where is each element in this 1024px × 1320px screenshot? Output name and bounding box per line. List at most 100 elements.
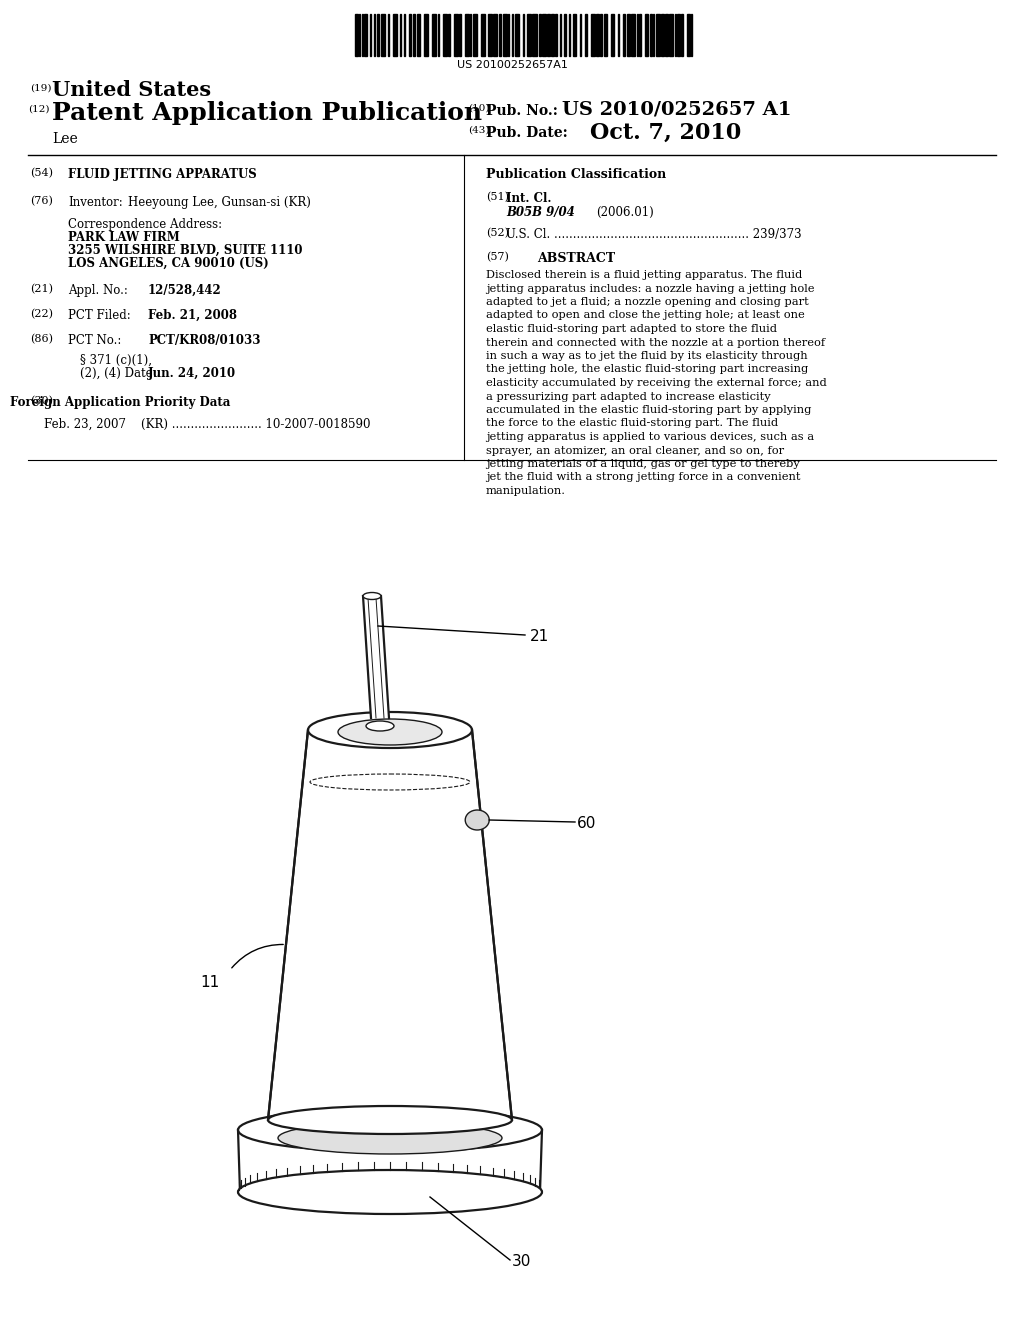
- Text: elasticity accumulated by receiving the external force; and: elasticity accumulated by receiving the …: [486, 378, 826, 388]
- Bar: [359, 15, 360, 55]
- Text: PCT Filed:: PCT Filed:: [68, 309, 131, 322]
- Bar: [473, 15, 477, 55]
- Bar: [460, 15, 461, 55]
- Text: B05B 9/04: B05B 9/04: [506, 206, 574, 219]
- Text: (54): (54): [30, 168, 53, 178]
- Text: (12): (12): [28, 106, 49, 114]
- Text: PCT No.:: PCT No.:: [68, 334, 122, 347]
- Bar: [361, 15, 364, 55]
- Bar: [540, 15, 541, 55]
- Text: in such a way as to jet the fluid by its elasticity through: in such a way as to jet the fluid by its…: [486, 351, 808, 360]
- Text: Appl. No.:: Appl. No.:: [68, 284, 128, 297]
- Text: Inventor:: Inventor:: [68, 195, 123, 209]
- Text: jet the fluid with a strong jetting force in a convenient: jet the fluid with a strong jetting forc…: [486, 473, 801, 483]
- Text: 11: 11: [200, 975, 219, 990]
- Bar: [650, 15, 651, 55]
- Text: LOS ANGELES, CA 90010 (US): LOS ANGELES, CA 90010 (US): [68, 257, 268, 271]
- Bar: [508, 15, 509, 55]
- Text: Correspondence Address:: Correspondence Address:: [68, 218, 222, 231]
- Bar: [377, 15, 379, 55]
- Bar: [604, 15, 607, 55]
- Text: Feb. 23, 2007    (KR) ........................ 10-2007-0018590: Feb. 23, 2007 (KR) .....................…: [44, 418, 371, 432]
- Text: the jetting hole, the elastic fluid-storing part increasing: the jetting hole, the elastic fluid-stor…: [486, 364, 808, 375]
- Text: manipulation.: manipulation.: [486, 486, 566, 496]
- Bar: [617, 15, 620, 55]
- Bar: [418, 15, 420, 55]
- Bar: [393, 15, 397, 55]
- Text: U.S. Cl. .................................................... 239/373: U.S. Cl. ...............................…: [506, 228, 802, 242]
- Text: Foreign Application Priority Data: Foreign Application Priority Data: [10, 396, 230, 409]
- Bar: [670, 15, 674, 55]
- Bar: [662, 15, 664, 55]
- Text: accumulated in the elastic fluid-storing part by applying: accumulated in the elastic fluid-storing…: [486, 405, 811, 414]
- Text: ABSTRACT: ABSTRACT: [537, 252, 615, 265]
- Bar: [691, 15, 692, 55]
- Bar: [586, 15, 587, 55]
- Text: jetting apparatus includes: a nozzle having a jetting hole: jetting apparatus includes: a nozzle hav…: [486, 284, 814, 293]
- Text: (22): (22): [30, 309, 53, 319]
- Text: elastic fluid-storing part adapted to store the fluid: elastic fluid-storing part adapted to st…: [486, 323, 777, 334]
- Polygon shape: [268, 730, 512, 1119]
- Bar: [532, 15, 537, 55]
- Text: (57): (57): [486, 252, 509, 263]
- Bar: [499, 15, 502, 55]
- Bar: [632, 15, 636, 55]
- Polygon shape: [362, 597, 389, 718]
- Text: adapted to jet a fluid; a nozzle opening and closing part: adapted to jet a fluid; a nozzle opening…: [486, 297, 809, 308]
- Bar: [563, 15, 566, 55]
- Text: (2), (4) Date:: (2), (4) Date:: [80, 367, 157, 380]
- Bar: [675, 15, 676, 55]
- Bar: [515, 15, 519, 55]
- Bar: [481, 15, 485, 55]
- Text: Feb. 21, 2008: Feb. 21, 2008: [148, 309, 237, 322]
- Bar: [687, 15, 689, 55]
- Ellipse shape: [366, 721, 394, 731]
- Text: adapted to open and close the jetting hole; at least one: adapted to open and close the jetting ho…: [486, 310, 805, 321]
- Bar: [470, 15, 471, 55]
- Text: Patent Application Publication: Patent Application Publication: [52, 102, 482, 125]
- Text: 12/528,442: 12/528,442: [148, 284, 222, 297]
- Bar: [487, 15, 492, 55]
- Bar: [424, 15, 428, 55]
- Bar: [443, 15, 447, 55]
- Text: (30): (30): [30, 396, 53, 407]
- Bar: [551, 15, 554, 55]
- Bar: [432, 15, 436, 55]
- Bar: [403, 15, 406, 55]
- Text: (51): (51): [486, 191, 509, 202]
- Text: (10): (10): [468, 104, 489, 114]
- Bar: [678, 15, 680, 55]
- Ellipse shape: [308, 711, 472, 748]
- Bar: [681, 15, 683, 55]
- Text: jetting materials of a liquid, gas or gel type to thereby: jetting materials of a liquid, gas or ge…: [486, 459, 800, 469]
- Bar: [494, 15, 498, 55]
- Bar: [655, 15, 659, 55]
- Ellipse shape: [465, 810, 489, 830]
- Bar: [637, 15, 638, 55]
- Ellipse shape: [268, 1106, 512, 1134]
- Bar: [555, 15, 557, 55]
- Text: 3255 WILSHIRE BLVD, SUITE 1110: 3255 WILSHIRE BLVD, SUITE 1110: [68, 244, 302, 257]
- Text: Heeyoung Lee, Gunsan-si (KR): Heeyoung Lee, Gunsan-si (KR): [128, 195, 311, 209]
- Ellipse shape: [238, 1107, 542, 1152]
- Bar: [454, 15, 458, 55]
- Bar: [437, 15, 439, 55]
- Text: PCT/KR08/01033: PCT/KR08/01033: [148, 334, 260, 347]
- Text: 30: 30: [512, 1254, 531, 1269]
- Bar: [449, 15, 450, 55]
- Bar: [355, 15, 357, 55]
- Text: (76): (76): [30, 195, 53, 206]
- Bar: [591, 15, 595, 55]
- Text: US 20100252657A1: US 20100252657A1: [457, 59, 567, 70]
- Bar: [387, 15, 389, 55]
- Ellipse shape: [362, 593, 381, 599]
- Text: 21: 21: [530, 630, 549, 644]
- Text: Lee: Lee: [52, 132, 78, 147]
- Text: Jun. 24, 2010: Jun. 24, 2010: [148, 367, 237, 380]
- Text: FLUID JETTING APPARATUS: FLUID JETTING APPARATUS: [68, 168, 257, 181]
- Ellipse shape: [278, 1122, 502, 1154]
- Bar: [465, 15, 469, 55]
- Text: US 2010/0252657 A1: US 2010/0252657 A1: [562, 102, 792, 119]
- Bar: [596, 15, 599, 55]
- Text: jetting apparatus is applied to various devices, such as a: jetting apparatus is applied to various …: [486, 432, 814, 442]
